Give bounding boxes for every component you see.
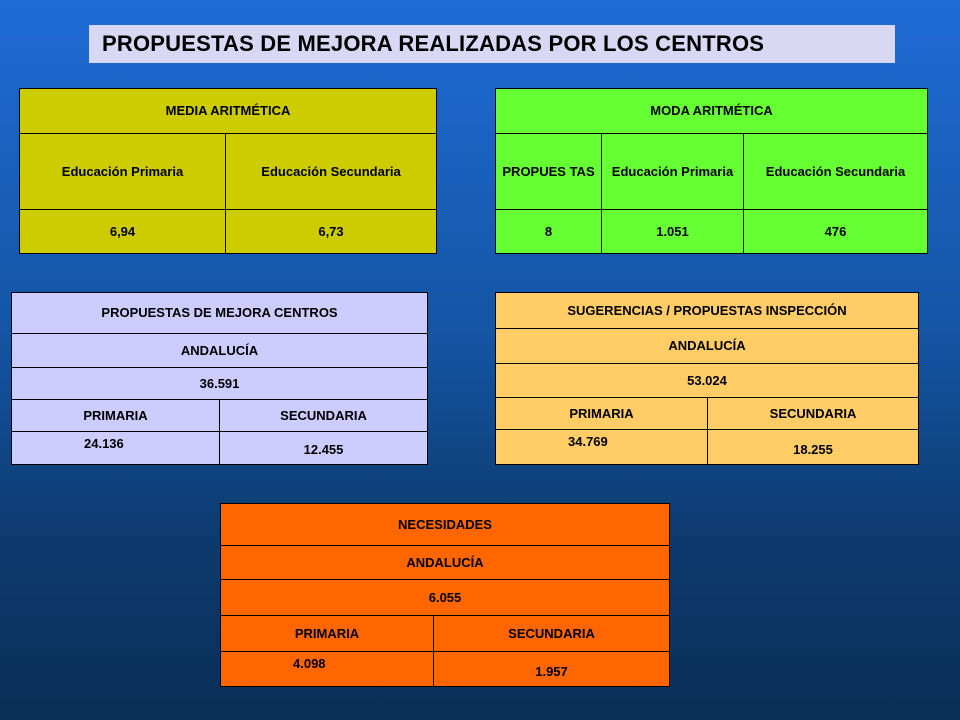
centros-col-primaria: PRIMARIA: [11, 399, 220, 432]
necesidades-header: NECESIDADES: [219, 503, 671, 546]
centros-region: ANDALUCÍA: [10, 333, 429, 368]
sugerencias-inspeccion-table: SUGERENCIAS / PROPUESTAS INSPECCIÓN ANDA…: [495, 292, 919, 465]
centros-header: PROPUESTAS DE MEJORA CENTROS: [10, 292, 429, 334]
inspeccion-val-secundaria: 18.255: [707, 429, 919, 465]
necesidades-table: NECESIDADES ANDALUCÍA 6.055 PRIMARIA SEC…: [219, 503, 671, 687]
media-val-secundaria: 6,73: [224, 209, 438, 254]
inspeccion-header: SUGERENCIAS / PROPUESTAS INSPECCIÓN: [495, 292, 919, 329]
moda-col-primaria: Educación Primaria: [601, 133, 744, 210]
media-header: MEDIA ARITMÉTICA: [18, 88, 438, 134]
necesidades-region: ANDALUCÍA: [219, 545, 671, 580]
centros-val-secundaria: 12.455: [218, 431, 429, 465]
centros-val-primaria: 24.136: [11, 431, 220, 465]
moda-header: MODA ARITMÉTICA: [495, 88, 928, 134]
moda-col-propuestas: PROPUES TAS: [495, 133, 602, 210]
inspeccion-val-primaria: 34.769: [495, 429, 708, 465]
necesidades-val-secundaria: 1.957: [432, 651, 671, 687]
necesidades-val-primaria: 4.098: [220, 651, 434, 687]
inspeccion-col-secundaria: SECUNDARIA: [707, 397, 919, 430]
media-aritmetica-table: MEDIA ARITMÉTICA Educación Primaria Educ…: [18, 88, 438, 254]
media-val-primaria: 6,94: [19, 209, 226, 254]
necesidades-total: 6.055: [219, 579, 671, 616]
media-col-primaria: Educación Primaria: [19, 133, 226, 210]
moda-aritmetica-table: MODA ARITMÉTICA PROPUES TAS Educación Pr…: [495, 88, 928, 254]
centros-col-secundaria: SECUNDARIA: [218, 399, 429, 432]
media-col-secundaria: Educación Secundaria: [224, 133, 438, 210]
moda-val-primaria: 1.051: [601, 209, 744, 254]
moda-val-propuestas: 8: [495, 209, 602, 254]
centros-total: 36.591: [10, 367, 429, 400]
inspeccion-col-primaria: PRIMARIA: [495, 397, 708, 430]
necesidades-col-primaria: PRIMARIA: [220, 615, 434, 652]
moda-col-secundaria: Educación Secundaria: [743, 133, 928, 210]
moda-val-secundaria: 476: [743, 209, 928, 254]
inspeccion-region: ANDALUCÍA: [495, 328, 919, 364]
inspeccion-total: 53.024: [495, 363, 919, 398]
necesidades-col-secundaria: SECUNDARIA: [432, 615, 671, 652]
propuestas-centros-table: PROPUESTAS DE MEJORA CENTROS ANDALUCÍA 3…: [10, 292, 429, 465]
page-title: PROPUESTAS DE MEJORA REALIZADAS POR LOS …: [89, 25, 895, 63]
